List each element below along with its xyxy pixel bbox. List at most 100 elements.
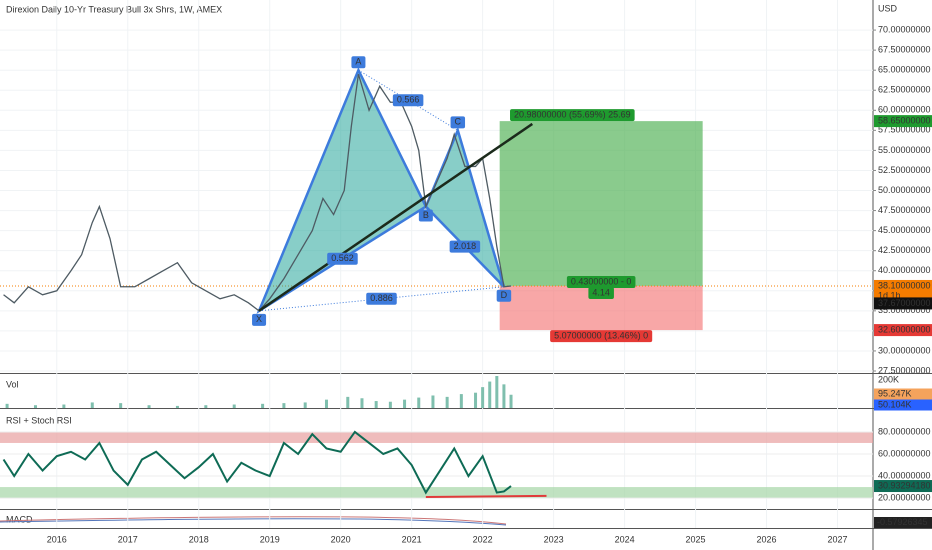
volume-bar <box>5 403 9 408</box>
x-tick-label: 2024 <box>615 534 635 544</box>
volume-tag-box <box>874 388 932 400</box>
axis-unit: USD <box>878 3 898 13</box>
volume-bar <box>175 405 179 408</box>
target-tag: 58.65000000 <box>878 115 931 125</box>
y-tick-label: 40.00000000 <box>878 470 931 480</box>
x-tick-label: 2026 <box>757 534 777 544</box>
last-price-tag-box <box>874 297 932 310</box>
rsi-band <box>0 431 873 443</box>
rsi-line <box>2 430 512 495</box>
pattern-dotted-line <box>358 69 459 131</box>
x-tick-label: 2020 <box>331 534 351 544</box>
volume-tag: 50.104K <box>878 399 912 409</box>
volume-tag-box <box>874 399 932 411</box>
volume-bar <box>388 401 392 408</box>
target-zone <box>499 121 703 286</box>
volume-bar <box>62 404 66 408</box>
last-price-tag: 37.67000000 <box>878 298 931 308</box>
point-label: C <box>455 117 462 127</box>
volume-bar <box>417 397 421 408</box>
y-tick-label: 60.00000000 <box>878 105 931 115</box>
volume-bar <box>509 394 513 408</box>
y-tick-label: 40.00000000 <box>878 265 931 275</box>
stop-label-box <box>550 330 653 343</box>
y-tick-label: 70.00000000 <box>878 24 931 34</box>
x-tick-label: 2023 <box>544 534 564 544</box>
y-tick-label: 50.00000000 <box>878 185 931 195</box>
y-tick-label: 200K <box>878 375 899 385</box>
chart-title: Direxion Daily 10-Yr Treasury Bull 3x Sh… <box>6 4 222 14</box>
ratio-label: 0.886 <box>370 293 393 303</box>
point-label: X <box>256 314 262 324</box>
x-tick-label: 2021 <box>402 534 422 544</box>
entry-label-box <box>566 275 636 288</box>
y-tick-label: 42.50000000 <box>878 245 931 255</box>
volume-bar <box>502 384 506 408</box>
point-label-box <box>496 289 512 302</box>
macd-decoration <box>0 516 507 525</box>
ratio-label: 0.562 <box>331 253 354 263</box>
ratio-label-box <box>449 240 481 253</box>
rsi-band <box>0 487 873 499</box>
macd-decoration <box>0 518 507 526</box>
stop-label: 5.07000000 (13.46%) 0 <box>554 330 648 340</box>
entry-tag-box <box>874 279 932 292</box>
panel-title: MACD <box>6 514 33 524</box>
volume-bar <box>360 398 364 408</box>
y-tick-label: 52.50000000 <box>878 165 931 175</box>
entry-sub-label: 4.14 <box>592 287 610 297</box>
volume-bar <box>232 404 236 408</box>
y-tick-label: 47.50000000 <box>878 205 931 215</box>
panel-title: Vol <box>6 379 19 389</box>
ratio-label: 2.018 <box>454 241 477 251</box>
rsi-tag: 30.93294180 <box>878 480 931 490</box>
countdown-tag: 1d 1h <box>878 290 901 300</box>
volume-bar <box>445 396 449 408</box>
point-label: D <box>501 290 508 300</box>
volume-bar <box>90 402 94 408</box>
volume-bar <box>147 405 151 408</box>
point-label: B <box>423 210 429 220</box>
point-label: A <box>355 57 361 67</box>
y-tick-label: 55.00000000 <box>878 145 931 155</box>
volume-bar <box>204 405 208 408</box>
x-tick-label: 2016 <box>47 534 67 544</box>
volume-bar <box>459 394 463 408</box>
target-label: 20.98000000 (55.69%) 25.69 <box>514 109 631 119</box>
volume-tag: 95.247K <box>878 388 912 398</box>
y-tick-label: 62.50000000 <box>878 85 931 95</box>
rsi-tag-box <box>874 480 932 493</box>
volume-bar <box>33 405 37 408</box>
volume-bar <box>119 403 123 408</box>
point-label-box <box>252 313 267 326</box>
volume-bar <box>303 402 307 408</box>
y-tick-label: 60.00000000 <box>878 448 931 458</box>
y-tick-label: 65.00000000 <box>878 65 931 75</box>
y-tick-label: 27.50000000 <box>878 365 931 375</box>
volume-bar <box>374 401 378 408</box>
volume-bar <box>481 387 485 408</box>
trend-line <box>258 122 534 312</box>
ratio-label-box <box>366 292 397 305</box>
volume-bar <box>261 403 265 408</box>
y-tick-label: 35.00000000 <box>878 305 931 315</box>
ratio-label-box <box>392 94 424 107</box>
volume-bar <box>488 381 492 408</box>
y-tick-label: 57.50000000 <box>878 125 931 135</box>
target-tag-box <box>874 115 932 128</box>
point-label-box <box>418 209 433 222</box>
volume-bar <box>346 396 350 408</box>
entry-sub-label-box <box>588 286 614 299</box>
y-tick-label: 45.00000000 <box>878 225 931 235</box>
stop-tag-box <box>874 324 932 337</box>
point-label-box <box>351 56 366 69</box>
x-tick-label: 2018 <box>189 534 209 544</box>
rsi-trend-line <box>425 494 547 498</box>
stop-tag: 32.60000000 <box>878 324 931 334</box>
point-label-box <box>450 116 466 129</box>
volume-bar <box>431 395 435 408</box>
x-tick-label: 2025 <box>686 534 706 544</box>
x-tick-label: 2017 <box>118 534 138 544</box>
